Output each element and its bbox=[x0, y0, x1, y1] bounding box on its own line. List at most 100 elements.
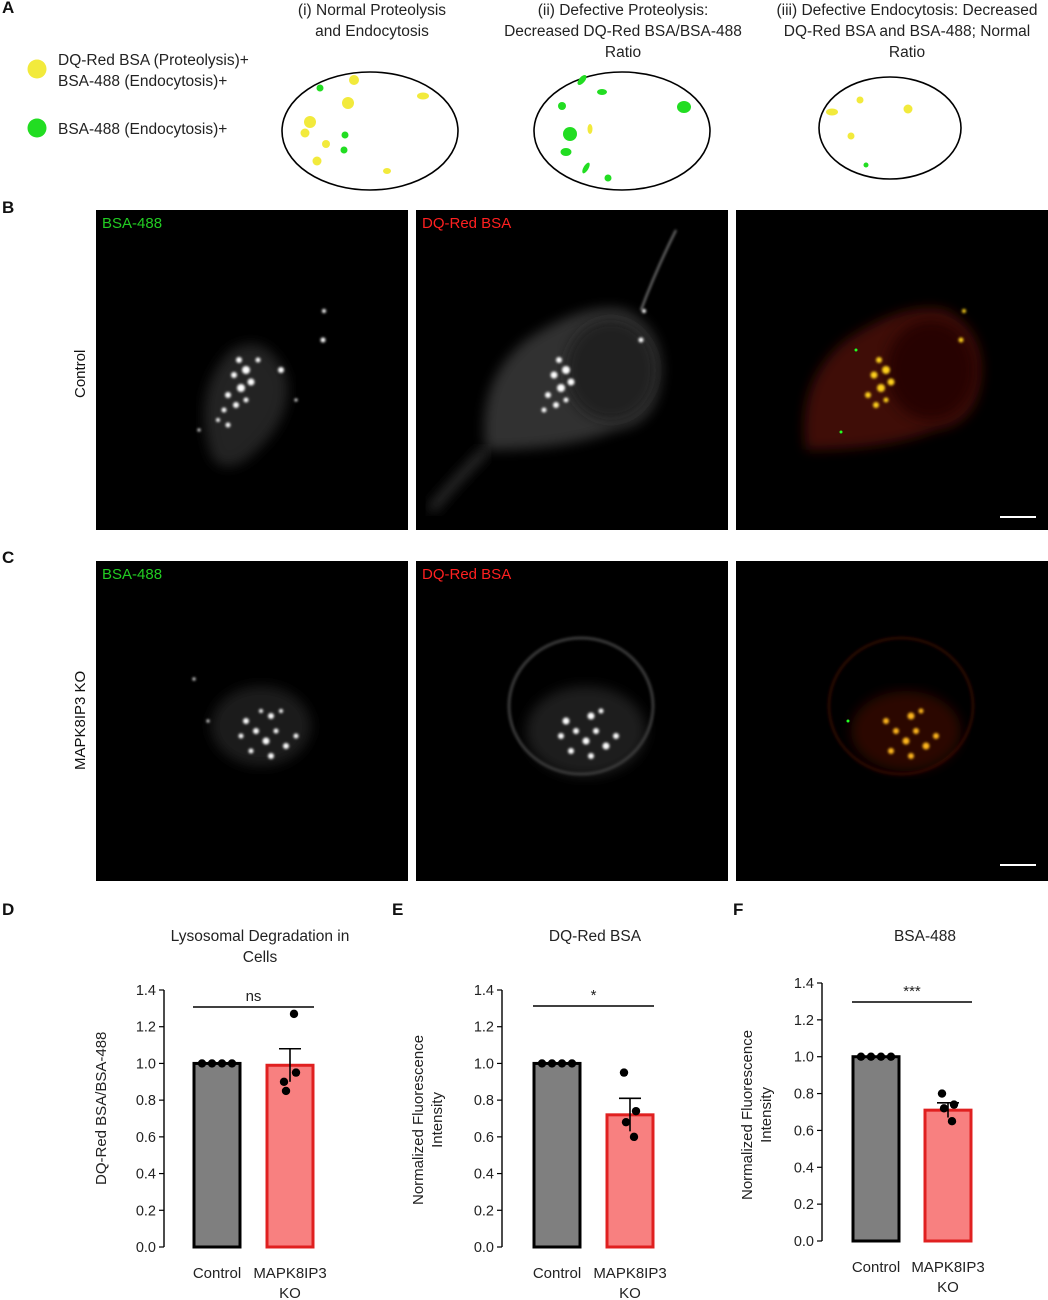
green-vesicle bbox=[563, 127, 577, 141]
title-line: (i) Normal Proteolysis bbox=[297, 2, 447, 19]
title-line: DQ-Red BSA and BSA-488; Normal bbox=[783, 23, 1031, 40]
y-tick-label: 1.4 bbox=[474, 983, 494, 999]
title-line: and Endocytosis bbox=[315, 23, 429, 40]
title-line: Ratio bbox=[888, 44, 926, 61]
green-vesicle bbox=[677, 101, 691, 113]
y-tick-label: 1.0 bbox=[794, 1050, 814, 1066]
green-vesicle bbox=[582, 162, 590, 174]
x-tick-label: KO bbox=[279, 1285, 301, 1300]
green-vesicle bbox=[560, 148, 572, 156]
bar-ko bbox=[605, 1113, 655, 1249]
data-point bbox=[939, 1104, 949, 1113]
y-axis-label-normalized-fluorescence: Normalized Fluorescence Intensity bbox=[738, 1030, 776, 1200]
yellow-vesicle bbox=[322, 140, 330, 148]
chart-title-bsa488: BSA-488 bbox=[800, 926, 1048, 947]
channel-label-bsa488: BSA-488 bbox=[102, 215, 163, 232]
y-tick-label: 0.6 bbox=[474, 1130, 494, 1146]
y-axis-label-line: DQ-Red BSA/BSA-488 bbox=[93, 1031, 110, 1185]
data-point bbox=[621, 1117, 631, 1127]
data-point bbox=[937, 1089, 947, 1098]
yellow-vesicle bbox=[383, 168, 391, 174]
yellow-vesicle bbox=[349, 75, 359, 85]
bar-ko bbox=[265, 1063, 315, 1249]
data-point bbox=[629, 1132, 639, 1142]
legend-label-line1: BSA-488 (Endocytosis)+ bbox=[58, 121, 228, 138]
y-tick-label: 1.2 bbox=[136, 1020, 156, 1036]
cell-diagram-defective-proteolysis bbox=[533, 71, 711, 191]
data-point bbox=[217, 1059, 227, 1068]
data-point bbox=[567, 1059, 577, 1068]
micrograph-ko-merge bbox=[736, 561, 1048, 881]
channel-label-dqred: DQ-Red BSA bbox=[422, 566, 512, 583]
data-point bbox=[537, 1059, 547, 1068]
yellow-vesicle bbox=[903, 104, 913, 114]
row-label-ko: MAPK8IP3 KO bbox=[72, 670, 89, 770]
x-tick-label: KO bbox=[937, 1279, 959, 1296]
bar-control bbox=[192, 1061, 242, 1249]
y-axis-label-line: Intensity bbox=[429, 1092, 446, 1148]
schematic-title-defective-proteolysis: (ii) Defective Proteolysis: Decreased DQ… bbox=[492, 0, 754, 63]
micrograph-image bbox=[827, 636, 1036, 866]
chart-title-line: DQ-Red BSA bbox=[548, 928, 642, 945]
schematic-title-normal: (i) Normal Proteolysis and Endocytosis bbox=[272, 0, 472, 42]
y-tick-label: 0.6 bbox=[794, 1123, 814, 1139]
y-tick-label: 1.4 bbox=[136, 983, 156, 999]
significance-label: * bbox=[591, 987, 597, 1004]
data-point bbox=[279, 1077, 289, 1086]
data-point bbox=[949, 1100, 959, 1109]
x-tick-label: Control bbox=[533, 1265, 581, 1282]
data-point bbox=[207, 1059, 217, 1068]
y-axis-label-line: Normalized Fluorescence bbox=[410, 1034, 427, 1205]
panel-label-a: A bbox=[2, 0, 15, 17]
y-tick-label: 0.2 bbox=[474, 1203, 494, 1219]
data-point bbox=[876, 1052, 886, 1061]
cell-outline bbox=[533, 71, 711, 191]
yellow-dot-icon bbox=[27, 59, 47, 79]
chart-title-line: BSA-488 bbox=[893, 928, 957, 945]
title-line: Decreased DQ-Red BSA/BSA-488 bbox=[504, 23, 742, 40]
channel-label-bsa488: BSA-488 bbox=[102, 566, 163, 583]
x-tick-label: MAPK8IP3 bbox=[253, 1265, 326, 1282]
y-tick-label: 0.0 bbox=[474, 1240, 494, 1256]
panel-label-d: D bbox=[2, 900, 15, 919]
data-point bbox=[547, 1059, 557, 1068]
yellow-vesicle bbox=[312, 156, 322, 166]
x-tick-label: KO bbox=[619, 1285, 641, 1300]
yellow-vesicle bbox=[417, 92, 429, 100]
y-tick-label: 0.4 bbox=[794, 1160, 814, 1176]
cell-diagram-normal bbox=[281, 71, 459, 191]
y-tick-label: 1.0 bbox=[136, 1056, 156, 1072]
schematic-title-defective-endocytosis: (iii) Defective Endocytosis: Decreased D… bbox=[766, 0, 1048, 63]
bar-ko bbox=[923, 1108, 973, 1243]
y-axis-label-line: Intensity bbox=[758, 1087, 775, 1143]
micrograph-image bbox=[192, 677, 311, 766]
x-tick-label: Control bbox=[193, 1265, 241, 1282]
data-point bbox=[557, 1059, 567, 1068]
green-vesicle bbox=[597, 89, 607, 95]
y-tick-label: 0.0 bbox=[794, 1234, 814, 1250]
y-tick-label: 0.8 bbox=[474, 1093, 494, 1109]
y-tick-label: 0.4 bbox=[136, 1167, 156, 1183]
green-dot-icon bbox=[27, 118, 47, 138]
micrograph-image bbox=[507, 636, 655, 776]
green-vesicle bbox=[341, 131, 349, 139]
data-point bbox=[631, 1106, 641, 1116]
data-point bbox=[227, 1059, 237, 1068]
green-vesicle bbox=[604, 174, 612, 182]
green-vesicle bbox=[316, 84, 324, 92]
data-point bbox=[947, 1117, 957, 1126]
cell-outline bbox=[281, 71, 459, 191]
cell-outline bbox=[818, 76, 962, 180]
data-point bbox=[886, 1052, 896, 1061]
title-line: (iii) Defective Endocytosis: Decreased bbox=[776, 2, 1038, 19]
y-tick-label: 1.4 bbox=[794, 976, 814, 992]
y-tick-label: 0.2 bbox=[136, 1203, 156, 1219]
micrograph-control-bsa488: BSA-488 bbox=[96, 210, 408, 530]
x-tick-label: MAPK8IP3 bbox=[593, 1265, 666, 1282]
channel-label-dqred: DQ-Red BSA bbox=[422, 215, 512, 232]
y-tick-label: 1.2 bbox=[794, 1013, 814, 1029]
data-point bbox=[866, 1052, 876, 1061]
title-line: (ii) Defective Proteolysis: bbox=[537, 2, 709, 19]
data-point bbox=[197, 1059, 207, 1068]
micrograph-control-dqred: DQ-Red BSA bbox=[416, 210, 728, 530]
